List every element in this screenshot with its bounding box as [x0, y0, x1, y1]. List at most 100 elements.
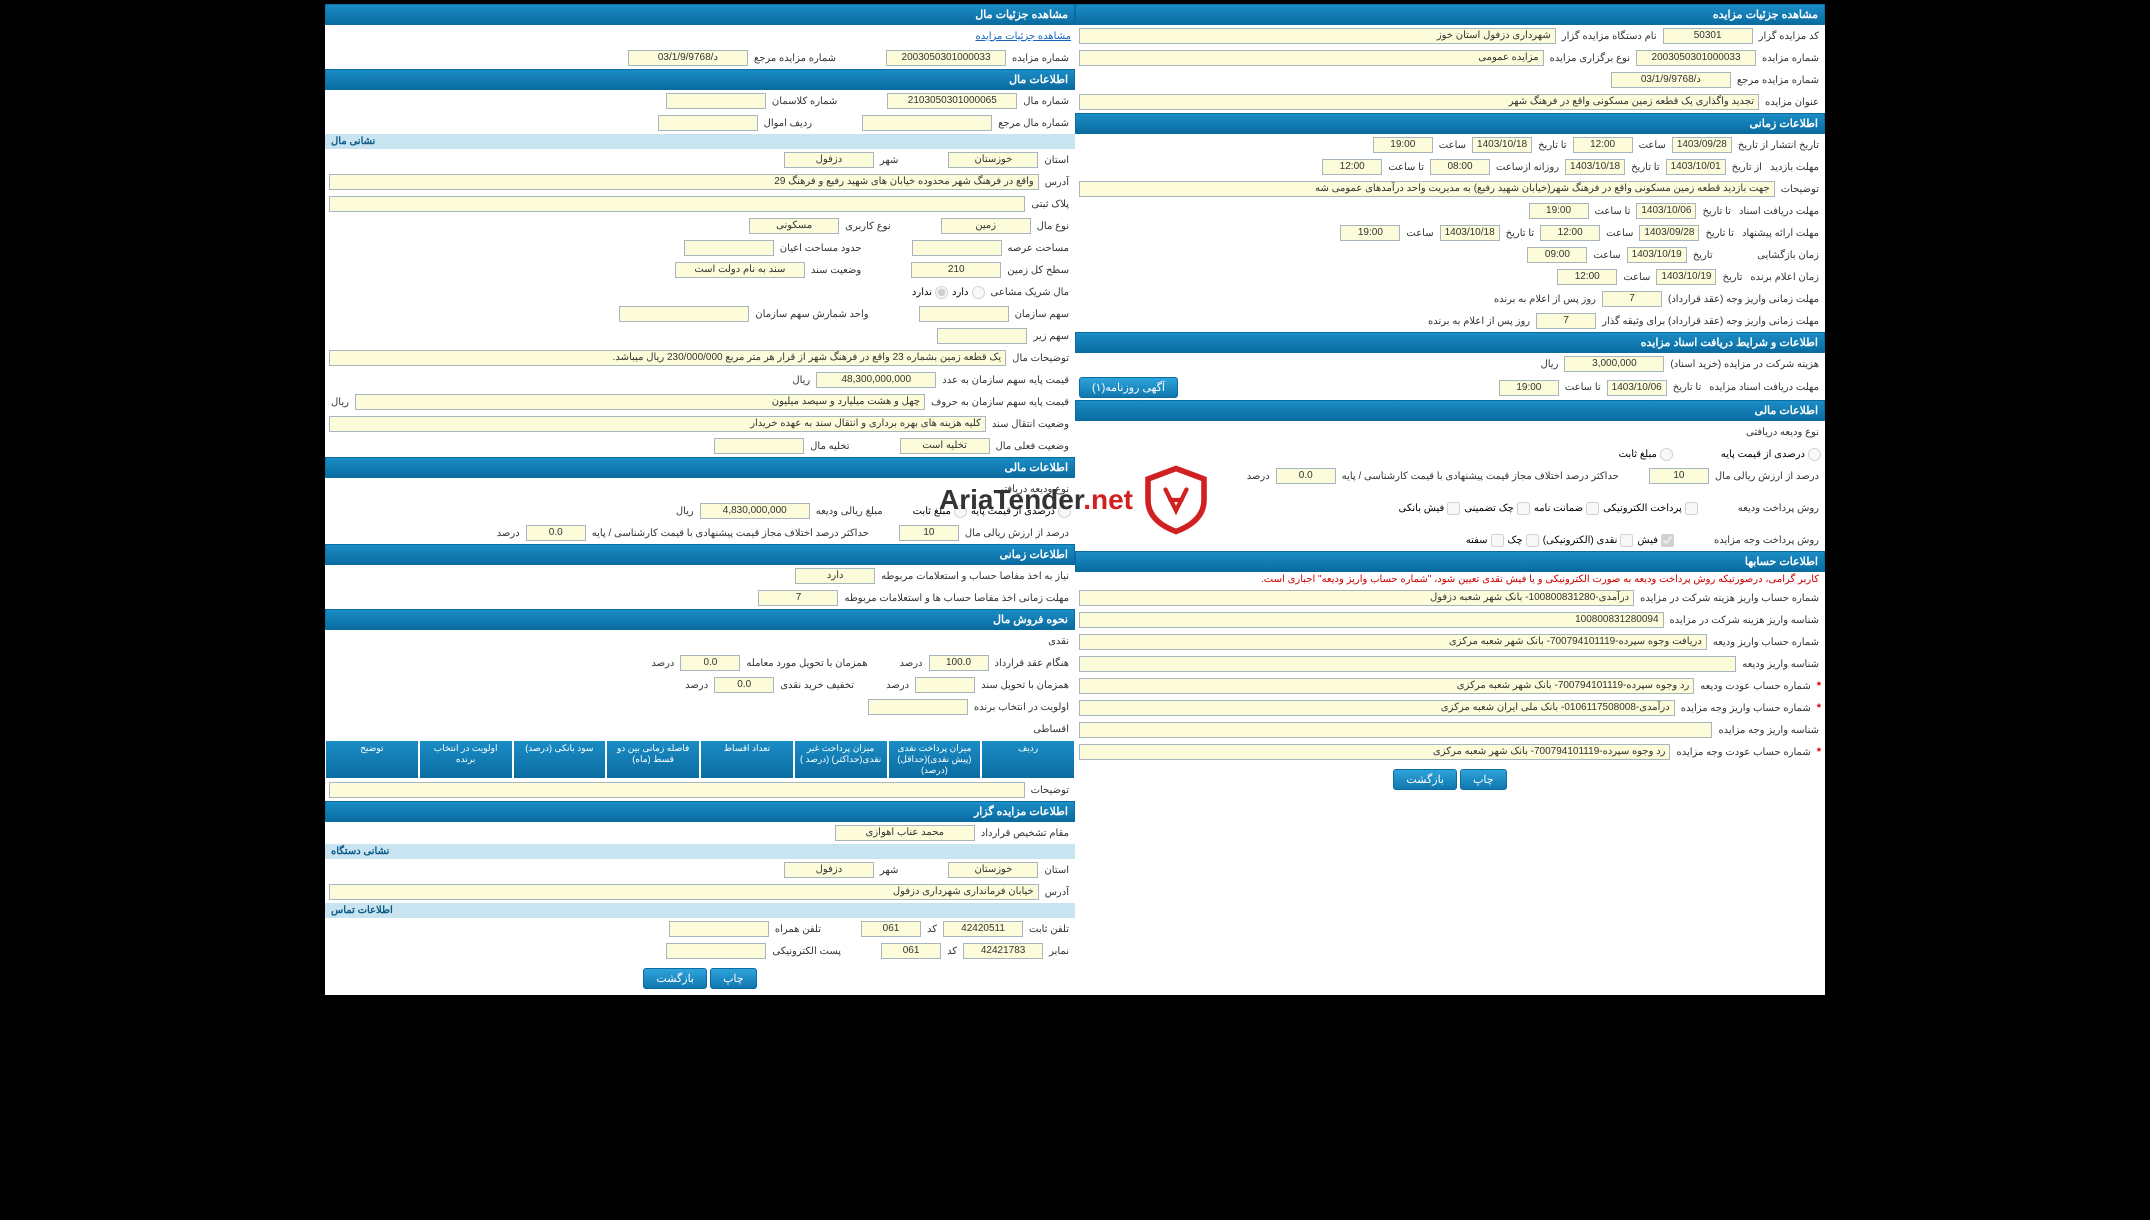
chk-ap-cash[interactable]: نقدی (الکترونیکی) [1543, 534, 1634, 547]
lbl-pay-method: روش پرداخت ودیعه [1736, 503, 1821, 514]
fld-base-num: 48,300,000,000 [816, 372, 936, 388]
lbl-tot2: تا ساعت [1593, 206, 1633, 217]
lbl-to6: تا تاریخ [1671, 382, 1704, 393]
lbl-dep-type-l: نوع ودیعه دریافتی [994, 484, 1071, 495]
lbl-title: عنوان مزایده [1763, 97, 1821, 108]
chk-elec[interactable]: پرداخت الکترونیکی [1603, 502, 1698, 515]
fld-doc-period-d: 1403/10/06 [1607, 380, 1667, 396]
lbl-t3: ساعت [1604, 228, 1635, 239]
lbl-daily: روزانه ازساعت [1494, 162, 1561, 173]
print-button-l[interactable]: چاپ [710, 968, 757, 989]
fld-prop-num: 2103050301000065 [887, 93, 1017, 109]
fld-org-share [919, 306, 1009, 322]
lbl-desc: توضیحات [1779, 184, 1821, 195]
hdr-view-prop: مشاهده جزئیات مال [325, 4, 1075, 25]
fld-doc-recv-d: 1403/10/06 [1636, 203, 1696, 219]
lbl-announce: زمان اعلام برنده [1748, 272, 1821, 283]
fld-pub-from: 1403/09/28 [1672, 137, 1732, 153]
lbl-rial4: ریال [674, 506, 696, 517]
fld-acc-auction-id [1079, 722, 1712, 738]
lbl-ref-prop: شماره مال مرجع [996, 118, 1071, 129]
lbl-area: مساحت عرصه [1006, 243, 1071, 254]
back-button-l[interactable]: بازگشت [643, 968, 707, 989]
link-view-details[interactable]: مشاهده جزئیات مزایده [975, 31, 1071, 42]
lbl-vacate: تخلیه مال [808, 441, 851, 452]
lbl-visit-from: از تاریخ [1730, 162, 1764, 173]
lbl-to2: تا تاریخ [1629, 162, 1662, 173]
lbl-pct-rial: درصد از ارزش ریالی مال [1713, 471, 1821, 482]
fld-announce-t: 12:00 [1557, 269, 1617, 285]
lbl-prop-num: شماره مال [1021, 96, 1071, 107]
chk-ap-slip[interactable]: فیش [1637, 534, 1674, 547]
chk-slip[interactable]: فیش بانکی [1399, 502, 1461, 515]
fld-email [666, 943, 766, 959]
fld-ref: د/03/1/9/9768 [1611, 72, 1731, 88]
lbl-tot: تا ساعت [1386, 162, 1426, 173]
fld-prov: خوزستان [948, 152, 1038, 168]
fld-pay-days: 7 [1602, 291, 1662, 307]
lbl-od2: تاریخ [1691, 250, 1715, 261]
lbl-tot3: تا ساعت [1563, 382, 1603, 393]
chk-ap-bill[interactable]: سفته [1466, 534, 1504, 547]
fld-offer-t2: 19:00 [1340, 225, 1400, 241]
lbl-dep-deadline: مهلت زمانی واریز وجه (عقد قرارداد) برای … [1600, 316, 1821, 327]
fld-dep-days: 7 [1536, 313, 1596, 329]
lbl-acc-ret-auction: شماره حساب عودت وجه مزایده [1674, 747, 1812, 758]
fld-doc-recv-t: 19:00 [1529, 203, 1589, 219]
fld-doc-period-t: 19:00 [1499, 380, 1559, 396]
lbl-days-after: روز پس از اعلام به برنده [1492, 294, 1598, 305]
fld-unit-share [619, 306, 749, 322]
chk-check[interactable]: چک تضمینی [1464, 502, 1530, 515]
fld-class [666, 93, 766, 109]
lbl-acc-ret-dep: شماره حساب عودت ودیعه [1698, 681, 1812, 692]
lbl-to5: تا تاریخ [1504, 228, 1537, 239]
print-button-r[interactable]: چاپ [1460, 769, 1507, 790]
back-button-r[interactable]: بازگشت [1393, 769, 1457, 790]
fld-pub-from-t: 12:00 [1573, 137, 1633, 153]
lbl-use-type: نوع کاربری [843, 221, 892, 232]
star3: * [1817, 746, 1821, 758]
lbl-to4: تا تاریخ [1703, 228, 1736, 239]
hdr-time: اطلاعات زمانی [1075, 113, 1825, 134]
sub-org-addr: نشانی دستگاه [325, 844, 1075, 859]
fld-open-t: 09:00 [1527, 247, 1587, 263]
radio-fixed-l[interactable]: مبلغ ثابت [913, 505, 967, 518]
fld-offer-t1: 12:00 [1540, 225, 1600, 241]
lbl-ref-l: شماره مزایده مرجع [752, 53, 838, 64]
radio-pct-base[interactable]: درصدی از قیمت پایه [1721, 448, 1821, 461]
hdr-org-info: اطلاعات مزایده گزار [325, 801, 1075, 822]
lbl-t2: ساعت [1437, 140, 1468, 151]
hdr-prop: اطلاعات مال [325, 69, 1075, 90]
lbl-org-city: شهر [878, 865, 901, 876]
fld-cash-disc: 0.0 [714, 677, 774, 693]
chk-guarantee[interactable]: ضمانت نامه [1534, 502, 1599, 515]
radio-pct-base-l[interactable]: درصدی از قیمت پایه [971, 505, 1071, 518]
fld-city: دزفول [784, 152, 874, 168]
lbl-city: شهر [878, 155, 901, 166]
chk-ap-check[interactable]: چک [1508, 534, 1539, 547]
radio-fixed[interactable]: مبلغ ثابت [1619, 448, 1673, 461]
lbl-transfer: وضعیت انتقال سند [990, 419, 1071, 430]
lbl-num-l: شماره مزایده [1010, 53, 1071, 64]
lbl-contract-pct: هنگام عقد قرارداد [993, 658, 1071, 669]
hdr-sale: نحوه فروش مال [325, 609, 1075, 630]
th-bank-interest: سود بانکی (درصد) [513, 740, 607, 779]
fld-pct-rial-l: 10 [899, 525, 959, 541]
lbl-dep-type: نوع ودیعه دریافتی [1744, 427, 1821, 438]
fld-org-prov: خوزستان [948, 862, 1038, 878]
fld-code: 50301 [1663, 28, 1753, 44]
hdr-fin-r: اطلاعات مالی [1075, 400, 1825, 421]
lbl-fee: هزینه شرکت در مزایده (خرید اسناد) [1668, 359, 1821, 370]
radio-hasnot[interactable]: ندارد [912, 286, 948, 299]
lbl-prop-desc: توضیحات مال [1010, 353, 1071, 364]
installment-table-header: ردیف میزان پرداخت نقدی (پیش نقدی)(حداقل)… [325, 740, 1075, 779]
lbl-fax: نمابر [1047, 946, 1071, 957]
star1: * [1817, 680, 1821, 692]
news-button[interactable]: آگهی روزنامه(۱) [1079, 377, 1178, 398]
lbl-acc-fee: شماره حساب واریز هزینه شرکت در مزایده [1638, 593, 1821, 604]
fld-acc-fee: درآمدی-100800831280- بانک شهر شعبه دزفول [1079, 590, 1634, 606]
fld-max-diff-l: 0.0 [526, 525, 586, 541]
fld-fax: 42421783 [963, 943, 1043, 959]
radio-has[interactable]: دارد [952, 286, 985, 299]
fld-contract-person: محمد عناب اهوازی [835, 825, 975, 841]
